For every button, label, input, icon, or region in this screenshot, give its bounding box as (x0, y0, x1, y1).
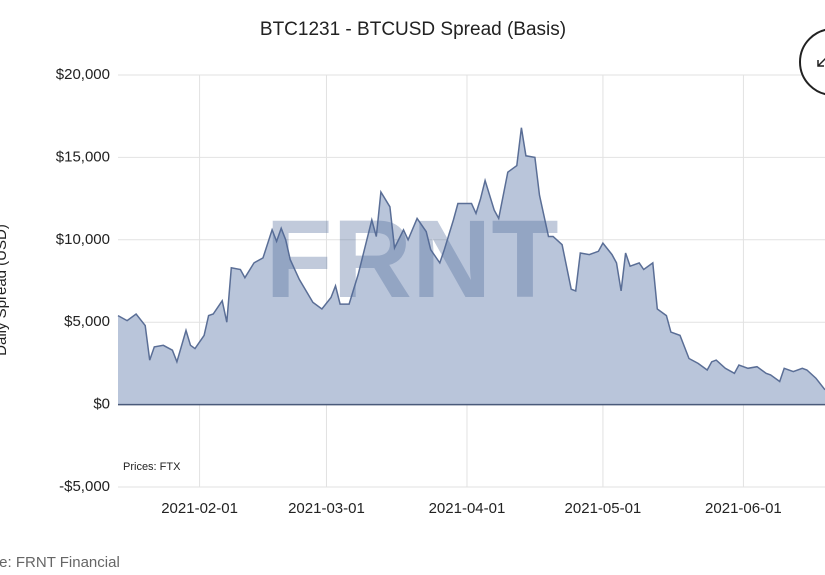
annotation: Prices: FTX (123, 461, 181, 473)
y-tick-label: $10,000 (56, 231, 110, 248)
x-tick-label: 2021-02-01 (161, 500, 238, 517)
watermark: FRNT (265, 198, 558, 321)
y-tick-label: $0 (93, 396, 110, 413)
y-axis-label: Daily Spread (USD) (0, 224, 10, 356)
y-tick-label: -$5,000 (59, 478, 110, 495)
chart-title: BTC1231 - BTCUSD Spread (Basis) (260, 19, 566, 40)
line (117, 127, 825, 391)
source: Source: FRNT Financial (0, 554, 120, 571)
y-tick-label: $15,000 (56, 148, 110, 165)
y-tick-label: $20,000 (56, 66, 110, 83)
area (118, 127, 825, 405)
x-tick-label: 2021-03-01 (288, 500, 365, 517)
expand-button[interactable] (799, 28, 825, 96)
x-tick-label: 2021-06-01 (705, 500, 782, 517)
y-tick-label: $5,000 (64, 313, 110, 330)
x-tick-label: 2021-05-01 (565, 500, 642, 517)
x-tick-label: 2021-04-01 (429, 500, 506, 517)
